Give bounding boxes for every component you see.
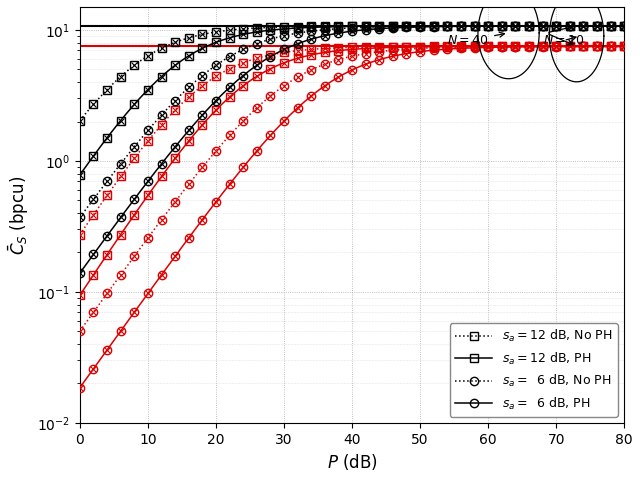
Text: $N = 10$: $N = 10$: [543, 34, 584, 47]
X-axis label: $P$ (dB): $P$ (dB): [326, 452, 378, 472]
Y-axis label: $\bar{C}_S$ (bpcu): $\bar{C}_S$ (bpcu): [7, 175, 31, 254]
Legend: $s_a = 12$ dB, No PH, $s_a = 12$ dB, PH, $s_a = \;\;6$ dB, No PH, $s_a = \;\;6$ : $s_a = 12$ dB, No PH, $s_a = 12$ dB, PH,…: [450, 323, 618, 417]
Text: $N = 40$: $N = 40$: [447, 32, 504, 47]
